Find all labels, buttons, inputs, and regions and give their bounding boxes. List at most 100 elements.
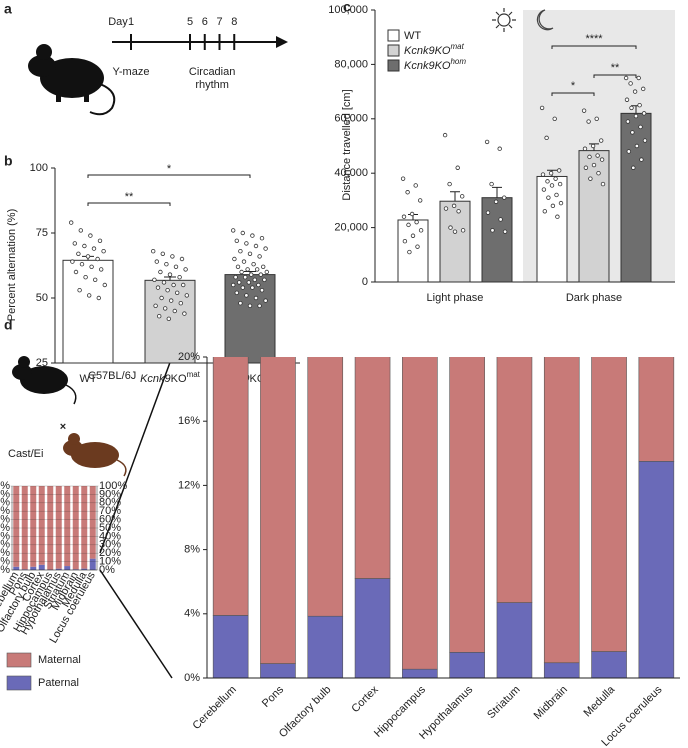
data-point (546, 195, 551, 200)
data-point (549, 183, 555, 188)
data-point (545, 179, 550, 184)
data-point (540, 172, 546, 177)
bar-segment (47, 486, 54, 570)
data-point (409, 211, 415, 217)
x-tick-label: Light phase (427, 292, 484, 304)
data-point (250, 285, 255, 290)
bar-segment (638, 461, 675, 678)
data-point (78, 228, 83, 233)
y-tick-label: 100,000 (328, 4, 368, 16)
data-point (85, 254, 91, 259)
data-point (637, 102, 642, 108)
data-point (184, 293, 189, 298)
data-point (158, 269, 163, 275)
data-point (79, 262, 85, 267)
timeline-event: Circadian (189, 66, 235, 78)
data-point (166, 316, 171, 321)
legend-swatch (387, 44, 400, 57)
error-bar (450, 191, 460, 202)
legend-label: WT (404, 30, 421, 42)
significance-bracket (593, 74, 637, 78)
data-point (178, 301, 183, 306)
mouse-icon (28, 44, 116, 116)
data-point (631, 165, 636, 170)
timeline-arrow (276, 36, 288, 48)
y-tick-label: 75 (36, 227, 48, 239)
inset-y-tick-label: 60% (0, 514, 10, 526)
y-axis-label: Distance travelled [cm] (341, 89, 353, 200)
data-point (451, 203, 457, 209)
data-point (152, 277, 157, 282)
data-point (641, 111, 647, 116)
data-point (588, 176, 593, 181)
data-point (230, 228, 236, 233)
data-point (583, 165, 589, 170)
data-point (542, 209, 547, 214)
data-point (159, 295, 164, 301)
bar-segment (260, 357, 296, 664)
label-part: WT (404, 30, 421, 42)
data-point (154, 259, 159, 264)
data-point (240, 285, 245, 290)
bar-segment (638, 357, 675, 462)
data-point (502, 229, 508, 234)
data-point (639, 157, 644, 162)
data-point (582, 146, 588, 151)
panel-label: b (4, 153, 13, 169)
data-point (632, 89, 638, 94)
label-part: Kcnk9 (140, 373, 171, 385)
data-point (544, 135, 549, 141)
data-point (161, 280, 167, 285)
bar (397, 219, 429, 283)
timeline-event: Y-maze (113, 66, 150, 78)
bar-segment (543, 662, 580, 678)
bar-segment (21, 569, 28, 570)
data-point (484, 139, 490, 145)
data-point (236, 280, 242, 285)
bar-segment (13, 486, 20, 567)
bar-segment (13, 566, 20, 570)
inset-y-tick-label: 40% (99, 530, 121, 542)
y-tick-label: 12% (178, 479, 200, 491)
significance-bracket (87, 202, 171, 206)
inset-y-tick-label: 80% (99, 497, 121, 509)
data-point (262, 277, 267, 282)
y-tick-label: 40,000 (334, 167, 368, 179)
timeline-day: 5 (187, 16, 193, 28)
data-point (555, 214, 560, 219)
label-part: Kcnk9KO (404, 60, 451, 72)
y-tick-label: 0 (362, 276, 368, 288)
legend-label: Kcnk9KOmat (404, 42, 465, 57)
data-point (168, 298, 174, 303)
significance-label: * (167, 163, 172, 175)
data-point (92, 277, 98, 282)
bar-segment (449, 652, 485, 678)
data-point (587, 154, 592, 160)
significance-bracket (551, 45, 637, 49)
data-point (77, 288, 82, 293)
data-point (452, 229, 458, 234)
timeline-day: 6 (202, 16, 208, 28)
data-point (413, 183, 418, 188)
data-point (160, 251, 165, 256)
moon-icon (536, 9, 554, 31)
data-point (623, 75, 629, 81)
data-point (156, 314, 162, 319)
data-point (177, 275, 182, 280)
data-point (400, 176, 406, 181)
data-point (599, 138, 604, 143)
data-point (98, 267, 104, 272)
data-point (172, 308, 177, 314)
data-point (70, 259, 75, 264)
data-point (83, 275, 88, 280)
x-tick-label: Midbrain (532, 684, 570, 722)
data-point (174, 290, 180, 295)
data-point (630, 130, 635, 135)
data-point (415, 244, 420, 249)
data-point (418, 228, 424, 233)
data-point (164, 262, 169, 267)
timeline-day: 1 (128, 16, 134, 28)
x-tick-label: Dark phase (566, 292, 622, 304)
data-point (410, 233, 416, 238)
bar-segment (72, 486, 79, 570)
